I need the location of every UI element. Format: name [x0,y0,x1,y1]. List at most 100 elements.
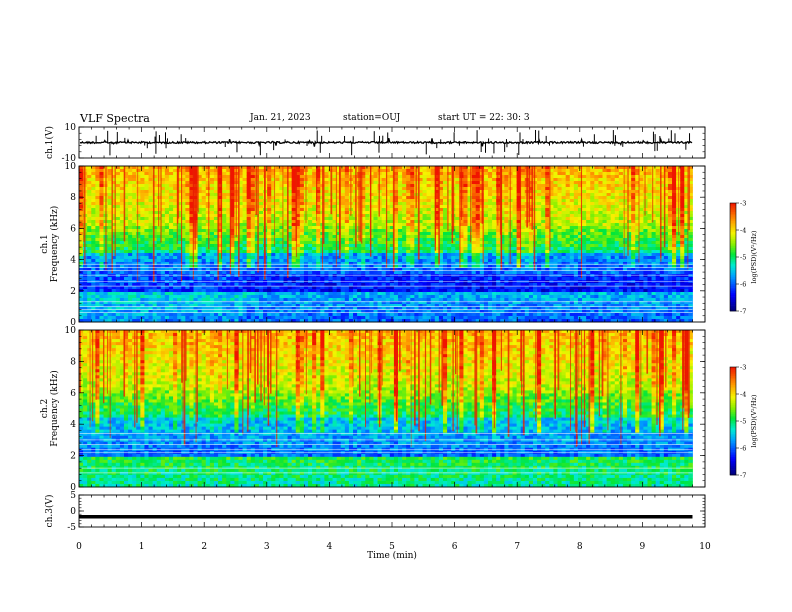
spectrogram-cell [115,283,121,287]
spectrogram-cell [389,271,395,275]
spectrogram-cell [443,202,448,206]
spectrogram-cell [279,286,284,290]
spectrogram-cell [291,256,297,260]
spectrogram-cell [226,169,231,173]
spectrogram-cell [254,304,260,308]
spectrogram-cell [291,304,297,308]
spectrogram-cell [443,223,448,227]
spectrogram-cell [140,187,145,191]
spectrogram-cell [99,301,104,305]
spectrogram-cell [140,259,145,263]
spectrogram-cell [336,181,342,185]
spectrogram-cell [430,226,436,230]
spectrogram-cell [361,268,366,272]
spectrogram-cell [95,214,100,218]
spectrogram-cell [91,268,96,272]
spectrogram-cell [254,187,260,191]
spectrogram-cell [250,253,256,257]
spectrogram-cell [119,247,125,251]
spectrogram-cell [447,304,452,308]
spectrogram-cell [271,208,276,212]
spectrogram-cell [336,166,342,170]
spectrogram-cell [205,193,211,197]
spectrogram-cell [238,274,243,278]
spectrogram-cell [246,196,252,200]
spectrogram-cell [320,304,325,308]
spectrogram-cell [111,304,117,308]
spectrogram-cell [308,190,313,194]
spectrogram-cell [455,196,460,200]
spectrogram-cell [299,214,305,218]
spectrogram-cell [87,304,92,308]
spectrogram-cell [283,268,288,272]
spectrogram-cell [271,175,276,179]
spectrogram-cell [164,208,170,212]
spectrogram-cell [83,283,88,287]
spectrogram-cell [119,172,125,176]
spectrogram-cell [279,232,284,236]
spectrogram-cell [357,307,362,311]
spectrogram-cell [238,175,243,179]
spectrogram-cell [393,226,399,230]
spectrogram-cell [119,304,125,308]
spectrogram-cell [140,286,145,290]
spectrogram-cell [275,307,280,311]
spectrogram-cell [111,307,117,311]
spectrogram-cell [79,310,84,314]
spectrogram-cell [164,211,170,215]
spectrogram-cell [348,256,354,260]
spectrogram-cell [316,259,321,263]
spectrogram-cell [369,211,374,215]
spectrogram-cell [128,199,133,203]
spectrogram-cell [263,319,268,323]
spectrogram-cell [119,202,125,206]
spectrogram-cell [250,166,256,170]
spectrogram-cell [258,262,264,266]
spectrogram-cell [111,217,117,221]
spectrogram-cell [447,277,452,281]
spectrogram-cell [316,313,321,317]
spectrogram-cell [393,304,399,308]
spectrogram-cell [132,190,137,194]
spectrogram-cell [128,187,133,191]
spectrogram-cell [218,175,223,179]
spectrogram-cell [230,283,235,287]
spectrogram-cell [254,265,260,269]
spectrogram-cell [344,187,350,191]
spectrogram-cell [173,205,178,209]
spectrogram-cell [443,277,448,281]
spectrogram-cell [283,265,288,269]
spectrogram-cell [218,259,223,263]
spectrogram-cell [91,265,96,269]
spectrogram-cell [426,208,432,212]
spectrogram-cell [344,274,350,278]
spectrogram-cell [152,247,158,251]
spectrogram-cell [152,244,158,248]
spectrogram-cell [222,307,227,311]
spectrogram-cell [181,190,186,194]
spectrogram-cell [218,232,223,236]
spectrogram-cell [242,250,248,254]
spectrogram-cell [123,274,129,278]
spectrogram-cell [111,223,117,227]
spectrogram-cell [291,190,297,194]
spectrogram-cell [279,184,284,188]
spectrogram-cell [373,190,378,194]
spectrogram-cell [308,229,313,233]
spectrogram-cell [205,313,211,317]
spectrogram-cell [348,235,354,239]
spectrogram-cell [426,313,432,317]
spectrogram-cell [254,268,260,272]
spectrogram-cell [119,265,125,269]
spectrogram-cell [201,211,207,215]
spectrogram-cell [316,286,321,290]
spectrogram-cell [418,292,423,296]
spectrogram-cell [258,205,264,209]
spectrogram-cell [299,250,305,254]
spectrogram-cell [201,184,207,188]
spectrogram-cell [201,277,207,281]
spectrogram-cell [218,190,223,194]
spectrogram-cell [291,169,297,173]
spectrogram-cell [418,256,423,260]
spectrogram-cell [222,295,227,299]
